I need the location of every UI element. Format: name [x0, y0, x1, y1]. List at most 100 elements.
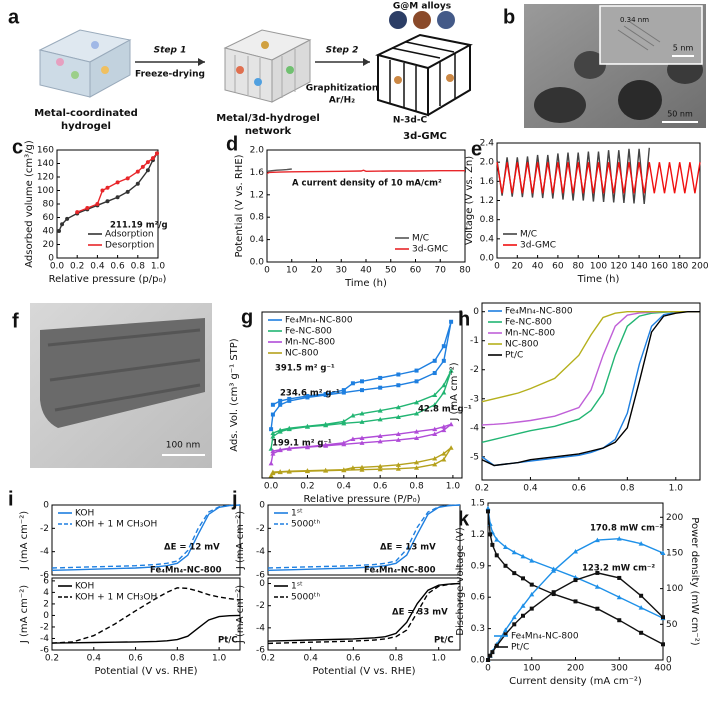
point	[639, 630, 644, 635]
y-tick-label: 0.4	[250, 235, 265, 245]
series-line	[481, 311, 700, 403]
x-tick-label: 1.0	[669, 484, 684, 494]
chart: h 0.2 0.4 0.6 0.8 1.0 0 -1 -2 -3 -4 -5 J (mA cm⁻²) Fe…	[449, 302, 701, 494]
point	[359, 419, 365, 424]
y-tick-label: 0.8	[250, 213, 265, 223]
annotation: 234.6 m² g⁻¹	[280, 389, 340, 399]
point	[441, 390, 447, 395]
stage-label: 3d-GMC	[403, 131, 447, 142]
series-line	[266, 168, 292, 172]
point	[594, 584, 600, 589]
gmc-structure	[375, 33, 473, 117]
point	[268, 473, 274, 478]
panel-label: a	[8, 6, 20, 28]
point	[377, 438, 383, 444]
x-tick-label: 400	[654, 664, 671, 674]
point	[286, 445, 292, 451]
point	[529, 606, 534, 611]
x-tick-label: 0	[494, 262, 500, 272]
chart: g 0.0 0.2 0.4 0.6 0.8 1.0 Relative pressure (P/…	[229, 306, 472, 505]
legend-label: Pt/C	[505, 351, 523, 361]
point	[441, 382, 447, 388]
point	[638, 605, 644, 610]
y-tick-label: 100	[37, 186, 54, 196]
point	[278, 398, 283, 403]
x-tick-label: 0.0	[50, 262, 65, 272]
x-tick-label: 0.2	[300, 482, 314, 492]
point	[490, 542, 495, 547]
point	[341, 390, 346, 395]
chart: 0.2 0.4 0.6 0.8 1.0 6 42 0-2 -4 -6 Potential (V vs…	[19, 576, 241, 677]
point	[432, 371, 437, 376]
scale-label: 50 nm	[667, 110, 693, 119]
series-line	[267, 504, 461, 569]
point	[432, 358, 437, 363]
x-tick-label: 1.0	[432, 654, 447, 664]
point	[638, 541, 644, 546]
plot-frame	[267, 577, 461, 651]
point	[395, 462, 401, 467]
point	[573, 549, 578, 554]
x-tick-label: 20	[512, 262, 524, 272]
point	[115, 180, 120, 185]
y-axis-label: J (mA cm⁻²)	[19, 511, 30, 570]
point	[377, 433, 383, 439]
legend-label: Pt/C	[511, 643, 529, 653]
y-tick-label: 2.0	[480, 158, 495, 168]
series-line	[51, 504, 241, 569]
y-tick-label: -6	[40, 646, 49, 656]
point	[448, 368, 454, 373]
y-tick-label: -2	[256, 524, 265, 534]
point	[414, 368, 419, 373]
y-tick-label: 0	[259, 579, 265, 589]
y-tick-label: 2	[43, 599, 49, 609]
y-tick-label: 1.2	[471, 530, 485, 540]
point	[135, 169, 140, 174]
legend-label: Fe₄Mn₄-NC-800	[511, 632, 579, 642]
point	[529, 591, 535, 597]
y-tick-label: 0	[43, 611, 49, 621]
legend-label: KOH + 1 M CH₃OH	[75, 520, 157, 530]
x-tick-label: 0.6	[110, 262, 125, 272]
y-tick-label: 120	[37, 173, 54, 183]
point	[396, 372, 401, 377]
point	[268, 460, 274, 466]
point	[304, 468, 310, 473]
legend-label: 1ˢᵗ	[291, 582, 303, 592]
point	[75, 210, 80, 215]
point	[486, 658, 490, 662]
point	[270, 412, 275, 417]
series-line	[51, 614, 241, 644]
inset-label: 0.34 nm	[620, 16, 649, 24]
x-tick-label: 50	[385, 266, 397, 276]
panel-label: f	[12, 310, 19, 332]
y-tick-label: -2	[40, 622, 49, 632]
y-tick-label: 0	[259, 501, 265, 511]
stage-label: network	[245, 126, 292, 137]
y-tick-label: 1.6	[480, 177, 495, 187]
point	[350, 436, 356, 441]
x-tick-label: 40	[532, 262, 544, 272]
panel-label: b	[503, 6, 515, 28]
y-tick-label: 0.0	[471, 656, 486, 666]
point	[441, 427, 447, 433]
point	[488, 532, 493, 537]
x-tick-label: 0.8	[409, 482, 424, 492]
x-tick-label: 140	[631, 262, 648, 272]
point	[432, 402, 438, 407]
x-tick-label: 30	[336, 266, 348, 276]
y-axis-label: J (mA cm⁻²)	[449, 362, 460, 421]
x-tick-label: 0.4	[87, 654, 102, 664]
step-text: Freeze-drying	[135, 70, 205, 80]
point	[277, 469, 283, 474]
point	[65, 216, 70, 221]
point	[661, 615, 665, 620]
y-tick-label: 0.3	[471, 624, 485, 634]
x-tick-label: 0.6	[128, 654, 143, 664]
legend-label: NC-800	[505, 340, 539, 350]
point	[105, 185, 110, 190]
point	[105, 199, 110, 204]
